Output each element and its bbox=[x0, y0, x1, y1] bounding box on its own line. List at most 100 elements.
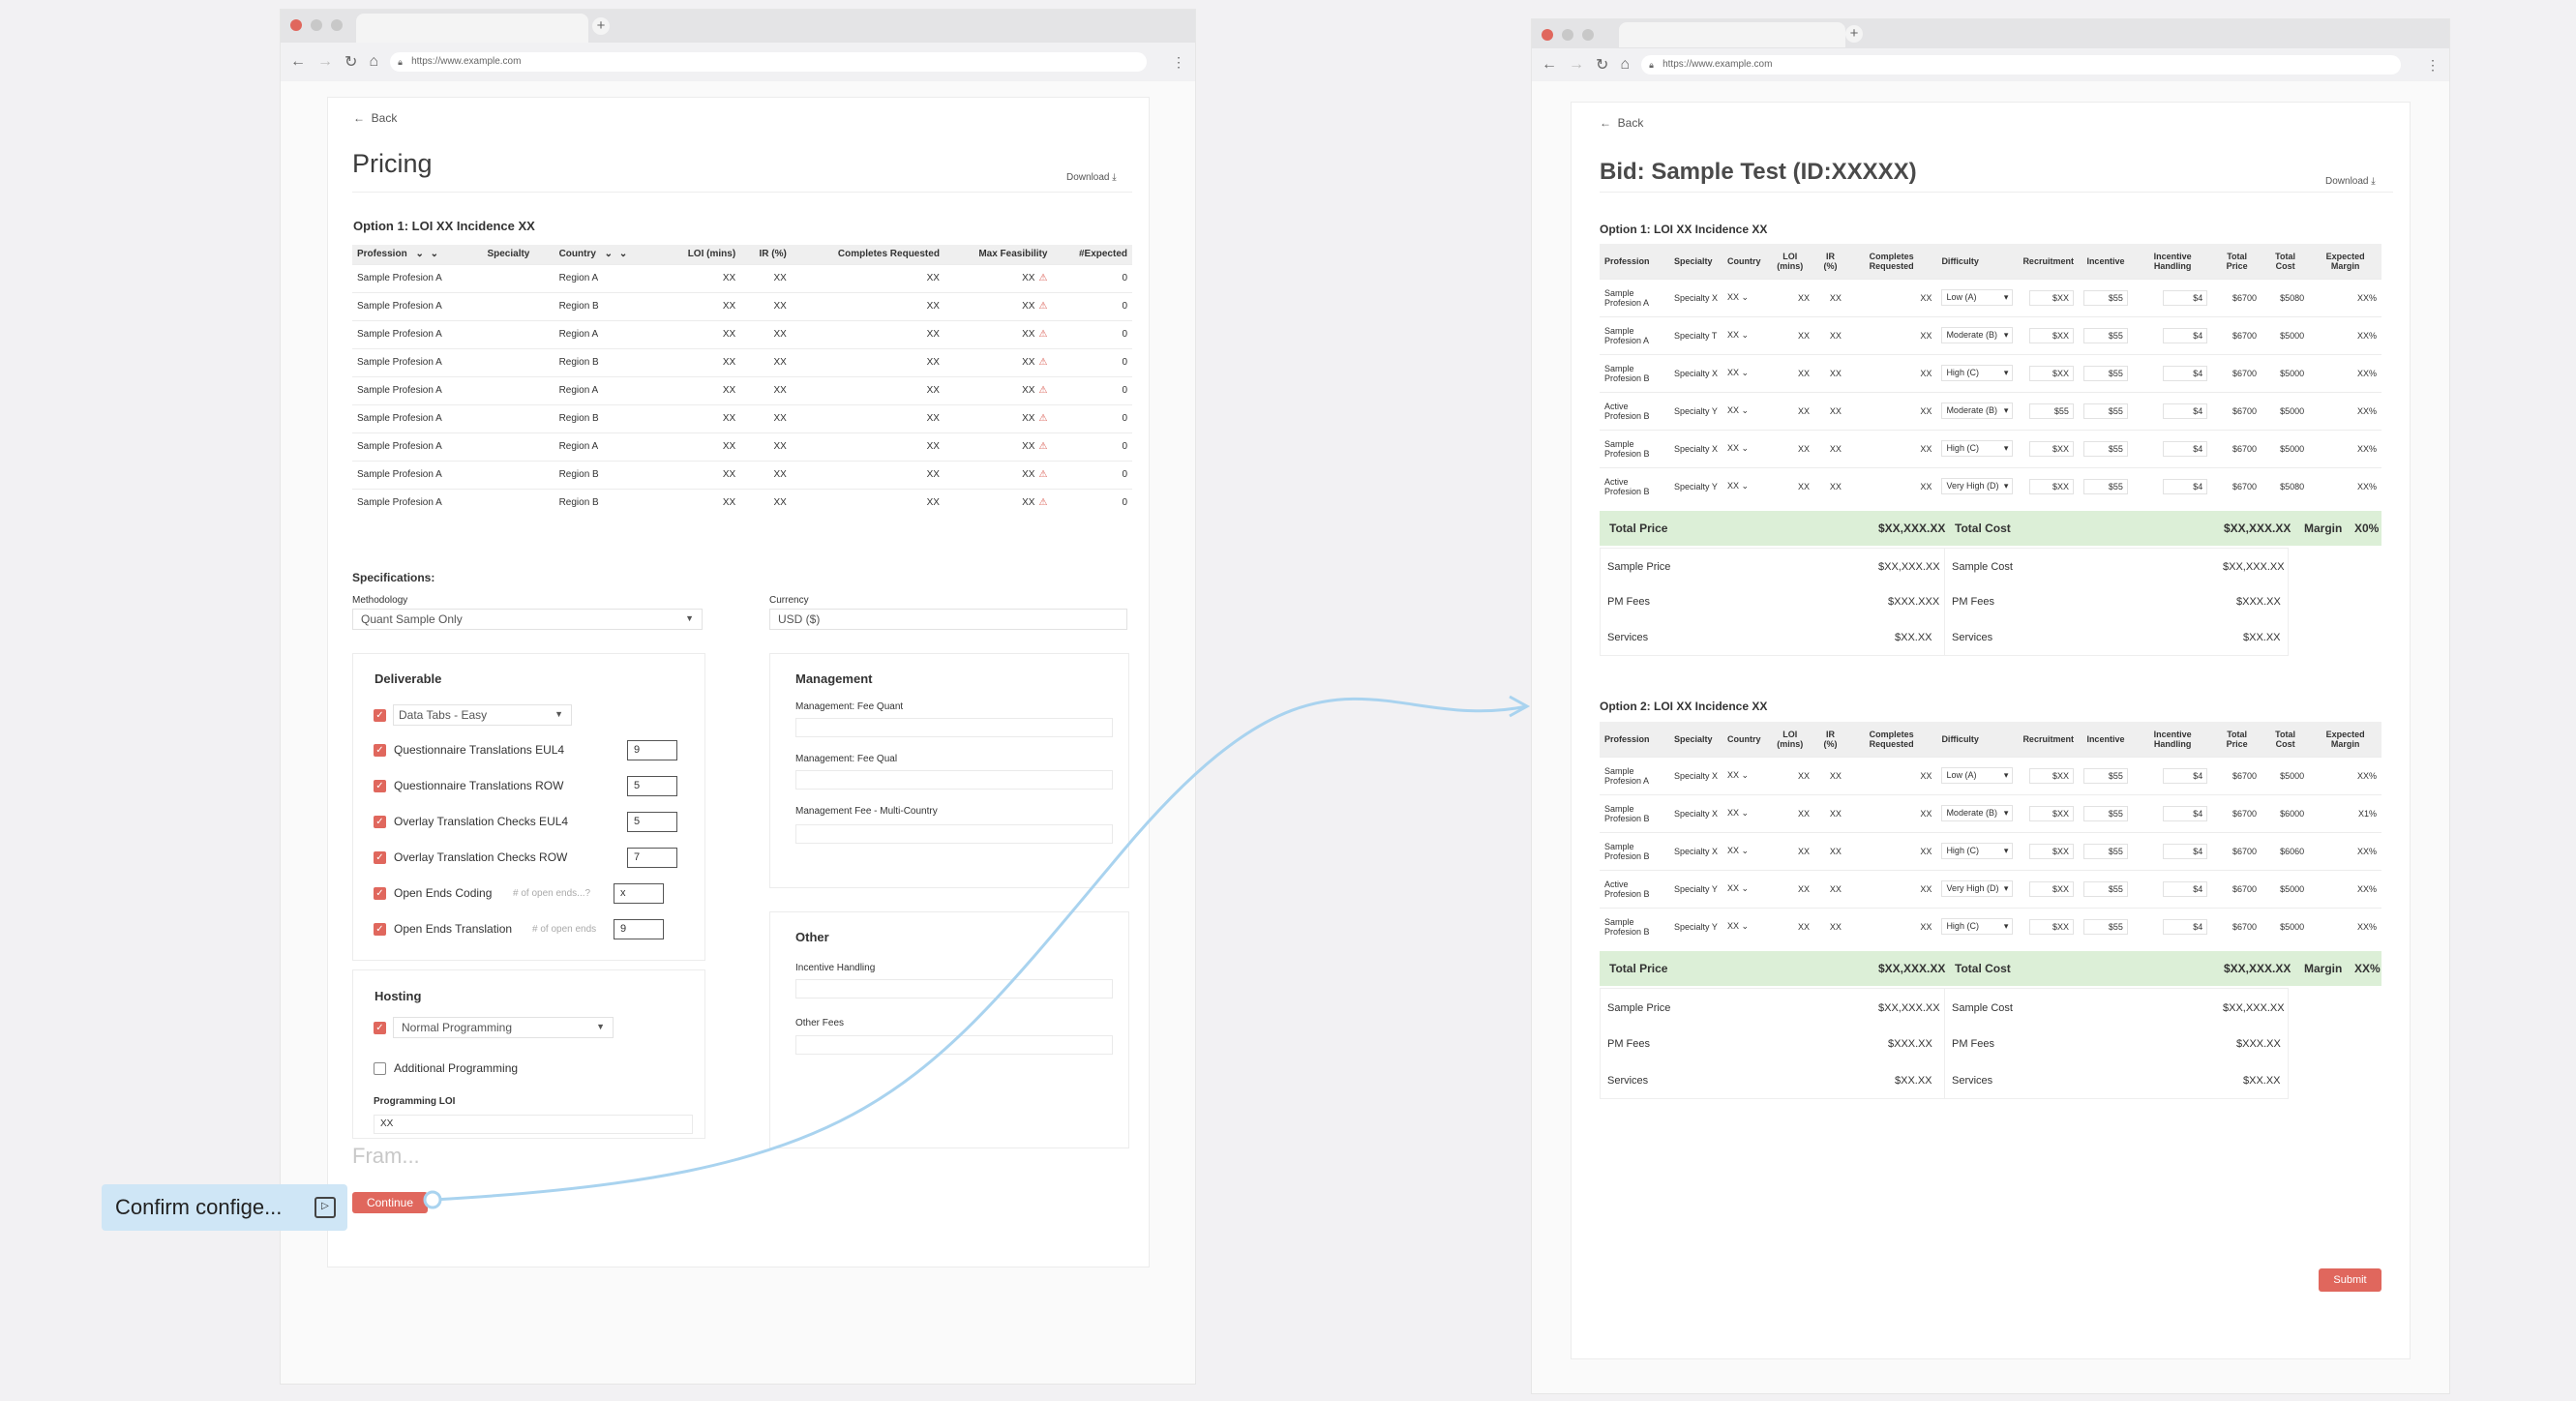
methodology-select[interactable]: Quant Sample Only ▼ bbox=[352, 609, 703, 630]
chevron-down-icon[interactable]: ⌄ bbox=[1739, 883, 1750, 893]
chevron-down-icon[interactable]: ⌄ bbox=[1739, 770, 1750, 780]
incentive-handling-input[interactable]: $4 bbox=[2163, 289, 2208, 306]
menu-kebab-icon[interactable]: ⋮ bbox=[2426, 56, 2440, 73]
submit-button[interactable]: Submit bbox=[2319, 1268, 2381, 1292]
recruitment-input[interactable]: $XX bbox=[2028, 918, 2074, 935]
back-link[interactable]: ← Back bbox=[353, 111, 397, 125]
difficulty-select[interactable]: Low (A) ▾ bbox=[1941, 289, 2014, 306]
incentive-handling-input[interactable]: $4 bbox=[2163, 918, 2208, 935]
close-dot[interactable] bbox=[1542, 29, 1553, 41]
minimize-dot[interactable] bbox=[1562, 29, 1573, 41]
incentive-handling-input[interactable]: $4 bbox=[2163, 805, 2208, 821]
checkbox-normal-programming[interactable]: ✓ bbox=[374, 1022, 386, 1034]
recruitment-input[interactable]: $XX bbox=[2028, 880, 2074, 897]
chevron-down-icon[interactable]: ⌄ bbox=[1739, 846, 1750, 855]
incentive-input[interactable]: $55 bbox=[2082, 478, 2128, 494]
warning-icon[interactable]: ⚠ bbox=[1038, 329, 1048, 340]
fee-multi-input[interactable] bbox=[795, 824, 1113, 844]
warning-icon[interactable]: ⚠ bbox=[1038, 273, 1048, 283]
chevron-down-icon[interactable]: ⌄ bbox=[1739, 368, 1750, 377]
difficulty-select[interactable]: Moderate (B) ▾ bbox=[1941, 402, 2014, 419]
sort-chevron-icon[interactable]: ⌄ bbox=[427, 249, 439, 260]
maximize-dot[interactable] bbox=[1582, 29, 1594, 41]
new-tab-icon[interactable]: + bbox=[592, 17, 610, 35]
reload-icon[interactable]: ↻ bbox=[1596, 57, 1609, 74]
incentive-input[interactable]: $55 bbox=[2082, 918, 2128, 935]
incentive-handling-input[interactable]: $4 bbox=[2163, 365, 2208, 381]
address-bar[interactable]: 🔒︎ https://www.example.com bbox=[390, 52, 1147, 72]
column-header[interactable]: Country bbox=[1722, 244, 1766, 279]
incentive-handling-input[interactable]: $4 bbox=[2163, 440, 2208, 457]
back-link[interactable]: ← Back bbox=[1600, 116, 1643, 130]
warning-icon[interactable]: ⚠ bbox=[1038, 497, 1048, 509]
warning-icon[interactable]: ⚠ bbox=[1038, 357, 1048, 368]
recruitment-input[interactable]: $XX bbox=[2028, 365, 2074, 381]
recruitment-input[interactable]: $XX bbox=[2028, 805, 2074, 821]
difficulty-select[interactable]: High (C) ▾ bbox=[1941, 843, 2014, 859]
checkbox-data-tabs[interactable]: ✓ bbox=[374, 709, 386, 722]
chevron-down-icon[interactable]: ⌄ bbox=[1739, 292, 1750, 302]
incentive-input[interactable]: $55 bbox=[2082, 767, 2128, 784]
currency-select[interactable]: USD ($) bbox=[769, 609, 1127, 630]
incentive-input[interactable]: $55 bbox=[2082, 880, 2128, 897]
reload-icon[interactable]: ↻ bbox=[344, 54, 358, 71]
difficulty-select[interactable]: High (C) ▾ bbox=[1941, 918, 2014, 936]
incentive-handling-input[interactable]: $4 bbox=[2163, 327, 2208, 343]
new-tab-icon[interactable]: + bbox=[1845, 25, 1863, 43]
ot-eul4-input[interactable]: 5 bbox=[627, 812, 677, 832]
incentive-input[interactable]: $55 bbox=[2082, 327, 2128, 343]
recruitment-input[interactable]: $XX bbox=[2028, 767, 2074, 784]
checkbox-qt-row[interactable]: ✓ bbox=[374, 780, 386, 792]
forward-arrow-icon[interactable]: → bbox=[1569, 56, 1584, 73]
download-link[interactable]: Download ⤓ bbox=[2325, 176, 2376, 187]
sort-chevron-icon[interactable]: ⌄ bbox=[616, 249, 628, 260]
checkbox-ot-row[interactable]: ✓ bbox=[374, 851, 386, 864]
warning-icon[interactable]: ⚠ bbox=[1038, 441, 1048, 452]
browser-tab[interactable] bbox=[356, 14, 588, 45]
incentive-handling-input[interactable]: $4 bbox=[2163, 880, 2208, 897]
forward-arrow-icon[interactable]: → bbox=[317, 53, 333, 70]
recruitment-input[interactable]: $XX bbox=[2028, 289, 2074, 306]
column-header[interactable]: Profession ⌄ ⌄ bbox=[352, 245, 483, 264]
warning-icon[interactable]: ⚠ bbox=[1038, 413, 1048, 424]
incentive-handling-input[interactable]: $4 bbox=[2163, 402, 2208, 419]
column-header[interactable]: Profession bbox=[1600, 244, 1669, 279]
checkbox-oe-translation[interactable]: ✓ bbox=[374, 923, 386, 936]
recruitment-input[interactable]: $XX bbox=[2028, 478, 2074, 494]
browser-tab[interactable] bbox=[1619, 22, 1845, 47]
warning-icon[interactable]: ⚠ bbox=[1038, 301, 1048, 312]
difficulty-select[interactable]: Very High (D) ▾ bbox=[1941, 478, 2014, 495]
incentive-input[interactable]: $55 bbox=[2082, 289, 2128, 306]
oe-translation-input[interactable]: 9 bbox=[614, 919, 664, 939]
data-tabs-select[interactable]: Data Tabs - Easy ▼ bbox=[393, 704, 572, 726]
programming-loi-input[interactable]: XX bbox=[374, 1115, 693, 1134]
back-arrow-icon[interactable]: ← bbox=[290, 53, 306, 70]
sort-chevron-icon[interactable]: ⌄ bbox=[412, 249, 424, 260]
checkbox-oe-coding[interactable]: ✓ bbox=[374, 887, 386, 900]
checkbox-additional-programming[interactable] bbox=[374, 1062, 386, 1075]
home-icon[interactable]: ⌂ bbox=[1620, 56, 1631, 73]
sort-chevron-icon[interactable]: ⌄ bbox=[601, 249, 614, 260]
chevron-down-icon[interactable]: ⌄ bbox=[1739, 443, 1750, 453]
incentive-input[interactable]: $55 bbox=[2082, 440, 2128, 457]
confirm-config-chip[interactable]: Confirm confige... ▷ bbox=[102, 1184, 347, 1231]
difficulty-select[interactable]: High (C) ▾ bbox=[1941, 440, 2014, 457]
warning-icon[interactable]: ⚠ bbox=[1038, 469, 1048, 480]
recruitment-input[interactable]: $XX bbox=[2028, 440, 2074, 457]
difficulty-select[interactable]: Moderate (B) ▾ bbox=[1941, 327, 2014, 343]
warning-icon[interactable]: ⚠ bbox=[1038, 385, 1048, 396]
back-arrow-icon[interactable]: ← bbox=[1542, 56, 1557, 73]
minimize-dot[interactable] bbox=[311, 19, 322, 31]
download-link[interactable]: Download ⤓ bbox=[1066, 172, 1117, 183]
home-icon[interactable]: ⌂ bbox=[369, 53, 379, 70]
column-header[interactable]: Profession bbox=[1600, 722, 1669, 757]
fee-quant-input[interactable] bbox=[795, 718, 1113, 737]
recruitment-input[interactable]: $55 bbox=[2028, 402, 2074, 419]
incentive-handling-input[interactable] bbox=[795, 979, 1113, 999]
incentive-input[interactable]: $55 bbox=[2082, 402, 2128, 419]
difficulty-select[interactable]: Low (A) ▾ bbox=[1941, 767, 2014, 784]
fee-qual-input[interactable] bbox=[795, 770, 1113, 790]
incentive-input[interactable]: $55 bbox=[2082, 843, 2128, 859]
difficulty-select[interactable]: Very High (D) ▾ bbox=[1941, 880, 2014, 897]
programming-select[interactable]: Normal Programming ▼ bbox=[393, 1017, 614, 1038]
